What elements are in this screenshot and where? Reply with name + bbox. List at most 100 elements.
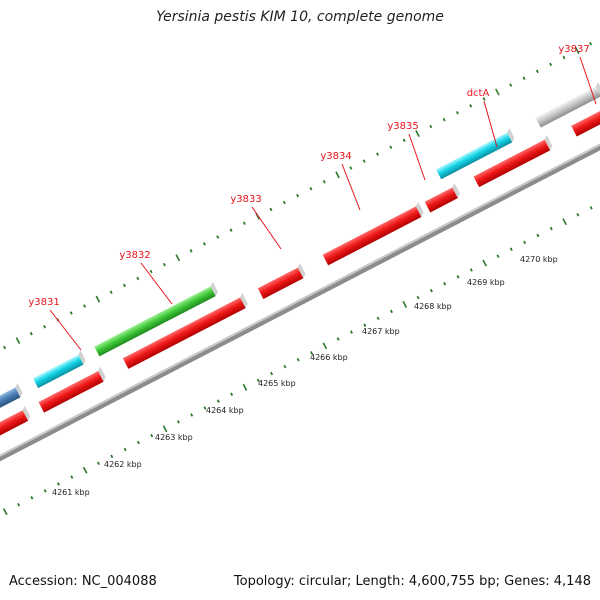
kbp-label: 4269 kbp bbox=[467, 278, 505, 287]
kbp-label: 4270 kbp bbox=[520, 255, 558, 264]
gene-features bbox=[0, 82, 600, 450]
top-tick bbox=[549, 62, 553, 67]
kbp-label: 4261 kbp bbox=[52, 488, 90, 497]
bottom-tick bbox=[350, 330, 353, 334]
top-tick bbox=[574, 47, 580, 55]
top-tick bbox=[469, 104, 473, 108]
bottom-tick bbox=[43, 489, 47, 493]
bottom-tick bbox=[576, 213, 580, 217]
bottom-tick bbox=[256, 378, 260, 383]
gene-leader-line bbox=[251, 206, 282, 250]
genome-backbone-highlight bbox=[0, 137, 600, 462]
top-tick bbox=[3, 345, 7, 350]
top-tick bbox=[216, 235, 220, 239]
top-tick bbox=[455, 111, 459, 115]
top-tick bbox=[83, 304, 87, 308]
gene-leader-line bbox=[408, 133, 426, 181]
gene-leader-line bbox=[579, 56, 597, 105]
red-gene-feature[interactable] bbox=[122, 293, 250, 369]
bottom-tick bbox=[283, 364, 287, 369]
bottom-tick bbox=[82, 466, 88, 474]
top-tick bbox=[109, 290, 113, 294]
top-tick bbox=[242, 221, 246, 225]
top-tick bbox=[95, 295, 101, 303]
top-tick bbox=[175, 254, 181, 262]
top-tick bbox=[322, 180, 326, 184]
red-gene-feature[interactable] bbox=[0, 405, 32, 450]
top-tick bbox=[376, 152, 380, 156]
bottom-tick bbox=[549, 226, 553, 231]
green-gene-feature[interactable] bbox=[93, 281, 219, 357]
gene-leader-line bbox=[483, 100, 498, 148]
top-tick bbox=[589, 41, 593, 46]
bottom-tick bbox=[310, 351, 314, 355]
gene-label-y3831[interactable]: y3831 bbox=[28, 297, 59, 308]
top-tick bbox=[482, 97, 486, 101]
bottom-tick bbox=[363, 323, 367, 327]
cyan-gene-feature[interactable] bbox=[435, 128, 516, 180]
bottom-tick bbox=[176, 420, 180, 424]
top-tick bbox=[335, 171, 340, 179]
top-tick bbox=[162, 262, 166, 267]
genome-backbone bbox=[0, 137, 600, 466]
red-gene-feature[interactable] bbox=[256, 263, 306, 299]
bottom-tick bbox=[469, 268, 473, 272]
kbp-label: 4266 kbp bbox=[310, 353, 348, 362]
gene-label-y3834[interactable]: y3834 bbox=[320, 151, 351, 162]
top-tick bbox=[269, 207, 273, 212]
kbp-label: 4262 kbp bbox=[104, 460, 142, 469]
top-tick bbox=[282, 200, 286, 205]
bottom-tick bbox=[376, 316, 380, 321]
top-tick bbox=[202, 242, 206, 246]
bottom-tick bbox=[443, 282, 447, 286]
top-tick bbox=[562, 55, 566, 60]
kbp-label: 4267 kbp bbox=[362, 327, 400, 336]
top-tick bbox=[136, 276, 140, 281]
bottom-tick bbox=[123, 447, 127, 452]
bottom-tick bbox=[456, 275, 460, 279]
red-gene-feature[interactable] bbox=[37, 366, 107, 413]
kbp-label: 4263 kbp bbox=[155, 433, 193, 442]
red-gene-feature[interactable] bbox=[472, 135, 553, 188]
bottom-tick bbox=[136, 440, 140, 445]
gene-leader-line bbox=[341, 163, 361, 211]
top-tick bbox=[123, 283, 126, 288]
top-tick bbox=[362, 159, 366, 163]
red-gene-feature[interactable] bbox=[423, 183, 461, 213]
bottom-tick bbox=[57, 482, 61, 486]
bottom-tick bbox=[242, 383, 248, 391]
bottom-tick bbox=[389, 309, 393, 314]
bottom-tick bbox=[536, 233, 540, 238]
gene-label-y3833[interactable]: y3833 bbox=[230, 194, 261, 205]
kbp-label: 4268 kbp bbox=[414, 302, 452, 311]
bottom-tick bbox=[216, 399, 220, 403]
bottom-tick bbox=[203, 406, 207, 410]
kbp-scale: 4261 kbp 4262 kbp 4263 kbp 4264 kbp 4265 kbp… bbox=[52, 255, 558, 497]
gene-label-dcta[interactable]: dctA bbox=[467, 88, 490, 99]
top-tick bbox=[535, 69, 539, 74]
bottom-tick bbox=[96, 461, 100, 466]
gene-leader-line bbox=[49, 309, 82, 351]
accession-label: Accession: NC_004088 bbox=[9, 574, 157, 589]
bottom-tick bbox=[589, 206, 593, 210]
kbp-label: 4264 kbp bbox=[206, 406, 244, 415]
top-tick bbox=[415, 129, 420, 137]
bottom-tick bbox=[30, 496, 34, 500]
top-tick bbox=[229, 228, 233, 232]
top-tick bbox=[29, 331, 33, 336]
top-tick bbox=[495, 88, 500, 96]
top-tick bbox=[349, 166, 353, 170]
bottom-tick bbox=[70, 475, 74, 479]
genome-title: Yersinia pestis KIM 10, complete genome bbox=[156, 9, 444, 25]
bottom-tick bbox=[402, 301, 408, 308]
bottom-tick bbox=[416, 295, 420, 300]
cyan-gene-feature[interactable] bbox=[32, 350, 87, 389]
red-gene-feature[interactable] bbox=[321, 201, 425, 266]
bottom-tick bbox=[296, 357, 300, 362]
red-gene-feature[interactable] bbox=[570, 93, 600, 137]
gene-label-y3832[interactable]: y3832 bbox=[119, 250, 150, 261]
blue-gene-feature[interactable] bbox=[0, 383, 24, 428]
gene-label-y3837[interactable]: y3837 bbox=[558, 44, 589, 55]
gene-label-y3835[interactable]: y3835 bbox=[387, 121, 418, 132]
